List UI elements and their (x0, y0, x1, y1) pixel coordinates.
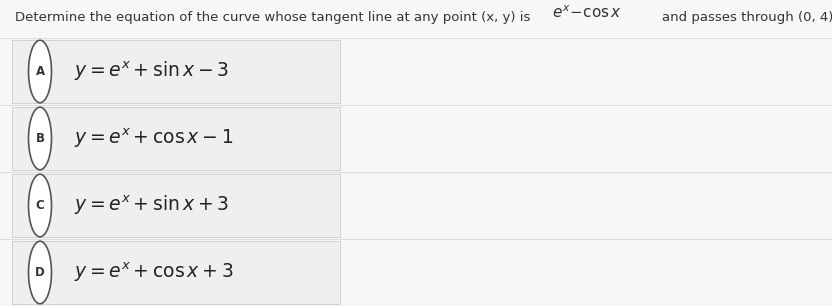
Text: $e^x\! -\! \mathrm{cos}\,x$: $e^x\! -\! \mathrm{cos}\,x$ (552, 5, 622, 21)
Text: B: B (36, 132, 44, 145)
Text: C: C (36, 199, 44, 212)
Text: A: A (36, 65, 45, 78)
Ellipse shape (28, 241, 52, 304)
Text: $y = e^x + \cos x - 1$: $y = e^x + \cos x - 1$ (74, 127, 233, 150)
Text: Determine the equation of the curve whose tangent line at any point (x, y) is: Determine the equation of the curve whos… (15, 12, 535, 24)
Ellipse shape (28, 107, 52, 170)
Bar (12, 241, 340, 304)
Text: and passes through (0, 4).: and passes through (0, 4). (662, 12, 832, 24)
Bar (12, 107, 340, 170)
Ellipse shape (28, 40, 52, 103)
Text: $y = e^x + \sin x - 3$: $y = e^x + \sin x - 3$ (74, 60, 229, 83)
Ellipse shape (28, 174, 52, 237)
Text: $y = e^x + \sin x + 3$: $y = e^x + \sin x + 3$ (74, 194, 229, 217)
Bar (12, 40, 340, 103)
Text: $y = e^x + \cos x + 3$: $y = e^x + \cos x + 3$ (74, 261, 234, 284)
Bar (12, 174, 340, 237)
Text: D: D (35, 266, 45, 279)
